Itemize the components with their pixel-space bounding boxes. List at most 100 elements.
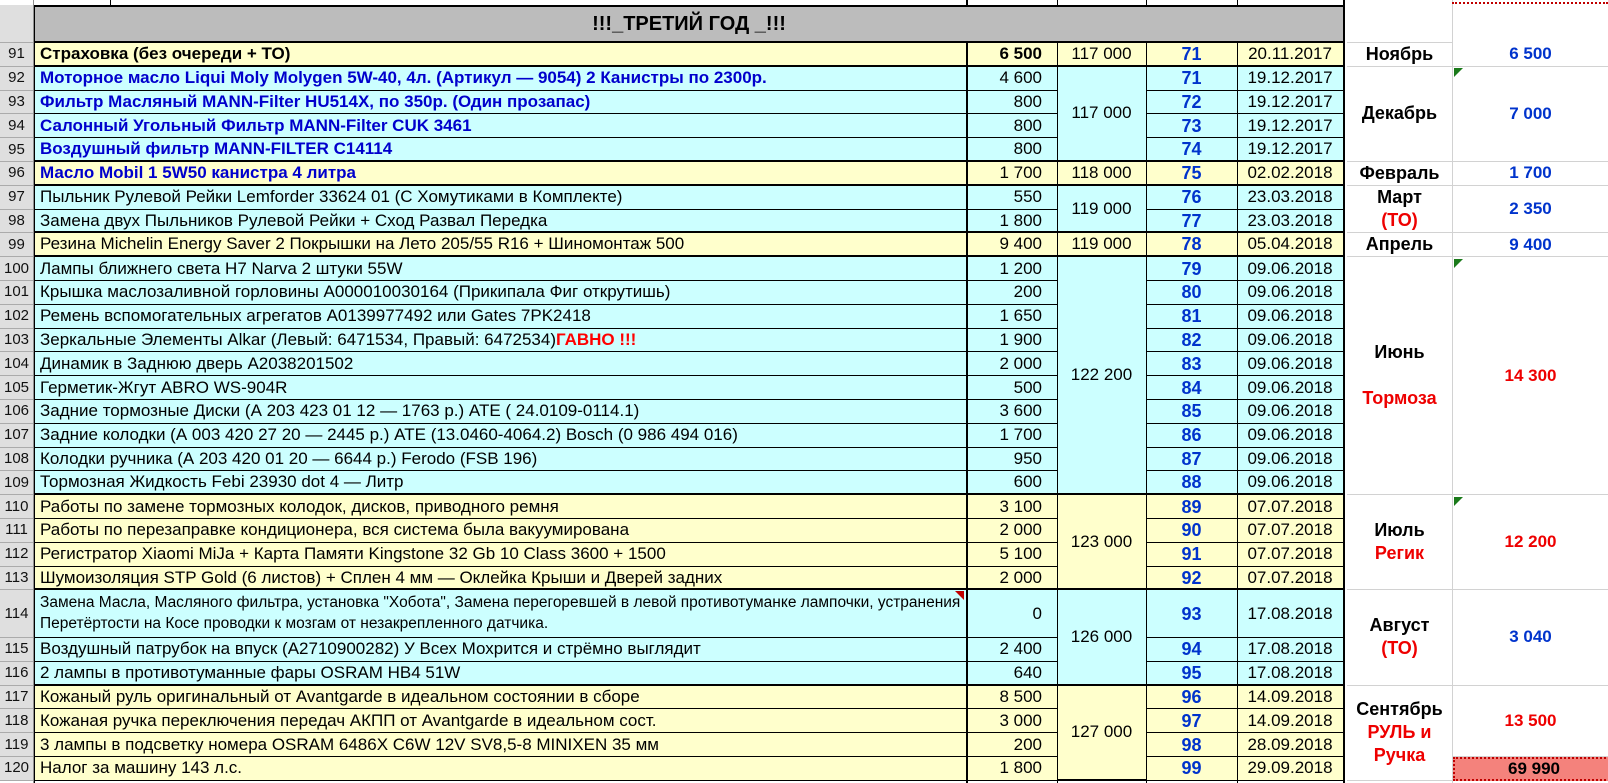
cell-desc-98[interactable]: Замена двух Пыльников Рулевой Рейки + Сх… bbox=[35, 209, 966, 234]
cell-date-112[interactable]: 07.07.2018 bbox=[1237, 542, 1343, 567]
cell-total-group-6[interactable]: 14 300 bbox=[1453, 257, 1608, 496]
row-header-106[interactable]: 106 bbox=[0, 400, 33, 424]
cell-date-97[interactable]: 23.03.2018 bbox=[1237, 185, 1343, 210]
cell-cost-105[interactable]: 500 bbox=[966, 376, 1057, 400]
row-header-116[interactable]: 116 bbox=[0, 661, 33, 686]
cell-cost-108[interactable]: 950 bbox=[966, 447, 1057, 472]
cell-counter-113[interactable]: 92 bbox=[1146, 566, 1237, 591]
cell-cost-98[interactable]: 1 800 bbox=[966, 209, 1057, 234]
cell-date-118[interactable]: 14.09.2018 bbox=[1237, 709, 1343, 734]
cell-desc-92[interactable]: Моторное масло Liqui Moly Molygen 5W-40,… bbox=[35, 66, 966, 91]
cell-cost-97[interactable]: 550 bbox=[966, 185, 1057, 210]
cell-total-group-9[interactable]: 13 500 bbox=[1453, 686, 1608, 757]
cell-counter-114[interactable]: 93 bbox=[1146, 590, 1237, 638]
cell-counter-110[interactable]: 89 bbox=[1146, 495, 1237, 519]
cell-total-group-2[interactable]: 7 000 bbox=[1453, 67, 1608, 162]
cell-counter-119[interactable]: 98 bbox=[1146, 733, 1237, 757]
cell-desc-93[interactable]: Фильтр Масляный MANN-Filter HU514X, по 3… bbox=[35, 90, 966, 115]
cell-month-group-5[interactable]: Апрель bbox=[1347, 233, 1452, 258]
cell-date-106[interactable]: 09.06.2018 bbox=[1237, 400, 1343, 424]
cell-cost-92[interactable]: 4 600 bbox=[966, 66, 1057, 91]
row-header-111[interactable]: 111 bbox=[0, 519, 33, 543]
cell-date-107[interactable]: 09.06.2018 bbox=[1237, 423, 1343, 448]
cell-odometer-92-95[interactable]: 117 000 bbox=[1057, 66, 1146, 162]
cell-cost-116[interactable]: 640 bbox=[966, 661, 1057, 686]
cell-desc-107[interactable]: Задние колодки (А 003 420 27 20 — 2445 р… bbox=[35, 423, 966, 448]
row-header-104[interactable]: 104 bbox=[0, 352, 33, 377]
row-header-117[interactable]: 117 bbox=[0, 685, 33, 710]
cell-counter-92[interactable]: 71 bbox=[1146, 66, 1237, 91]
cell-cost-99[interactable]: 9 400 bbox=[966, 233, 1057, 258]
cell-cost-95[interactable]: 800 bbox=[966, 138, 1057, 162]
cell-desc-119[interactable]: 3 лампы в подсветку номера OSRAM 6486X C… bbox=[35, 733, 966, 757]
cell-counter-104[interactable]: 83 bbox=[1146, 352, 1237, 377]
cell-cost-93[interactable]: 800 bbox=[966, 90, 1057, 115]
cell-month-group-1[interactable]: Ноябрь bbox=[1347, 43, 1452, 67]
cell-month-group-8[interactable]: Август (ТО) bbox=[1347, 590, 1452, 686]
cell-desc-103[interactable]: Зеркальные Элементы Alkar (Левый: 647153… bbox=[35, 328, 966, 353]
cell-counter-108[interactable]: 87 bbox=[1146, 447, 1237, 472]
cell-date-115[interactable]: 17.08.2018 bbox=[1237, 638, 1343, 662]
cell-cost-119[interactable]: 200 bbox=[966, 733, 1057, 757]
row-header-120[interactable]: 120 bbox=[0, 757, 33, 781]
row-header-109[interactable]: 109 bbox=[0, 471, 33, 496]
row-header-108[interactable]: 108 bbox=[0, 447, 33, 472]
cell-date-116[interactable]: 17.08.2018 bbox=[1237, 661, 1343, 686]
row-header-95[interactable]: 95 bbox=[0, 138, 33, 162]
row-header-112[interactable]: 112 bbox=[0, 542, 33, 567]
cell-cost-120[interactable]: 1 800 bbox=[966, 757, 1057, 781]
cell-odometer-110-113[interactable]: 123 000 bbox=[1057, 495, 1146, 591]
cell-counter-107[interactable]: 86 bbox=[1146, 423, 1237, 448]
cell-cost-111[interactable]: 2 000 bbox=[966, 519, 1057, 543]
row-header-118[interactable]: 118 bbox=[0, 709, 33, 734]
cell-odometer-117-120[interactable]: 127 000 bbox=[1057, 685, 1146, 781]
row-header-91[interactable]: 91 bbox=[0, 43, 33, 67]
cell-counter-91[interactable]: 71 bbox=[1146, 43, 1237, 67]
cell-counter-100[interactable]: 79 bbox=[1146, 257, 1237, 281]
row-header-96[interactable]: 96 bbox=[0, 162, 33, 186]
cell-date-109[interactable]: 09.06.2018 bbox=[1237, 471, 1343, 496]
cell-cost-109[interactable]: 600 bbox=[966, 471, 1057, 496]
cell-desc-101[interactable]: Крышка маслозаливной горловины А00001003… bbox=[35, 281, 966, 305]
cell-date-111[interactable]: 07.07.2018 bbox=[1237, 519, 1343, 543]
cell-counter-116[interactable]: 95 bbox=[1146, 661, 1237, 686]
cell-odometer-91-91[interactable]: 117 000 bbox=[1057, 43, 1146, 67]
cell-desc-113[interactable]: Шумоизоляция STP Gold (6 листов) + Сплен… bbox=[35, 566, 966, 591]
cell-date-117[interactable]: 14.09.2018 bbox=[1237, 685, 1343, 710]
cell-cost-107[interactable]: 1 700 bbox=[966, 423, 1057, 448]
cell-date-95[interactable]: 19.12.2017 bbox=[1237, 138, 1343, 162]
row-header-107[interactable]: 107 bbox=[0, 423, 33, 448]
cell-total-group-3[interactable]: 1 700 bbox=[1453, 162, 1608, 186]
cell-counter-97[interactable]: 76 bbox=[1146, 185, 1237, 210]
cell-desc-120[interactable]: Налог за машину 143 л.с. bbox=[35, 757, 966, 781]
cell-desc-109[interactable]: Тормозная Жидкость Febi 23930 dot 4 — Ли… bbox=[35, 471, 966, 496]
cell-counter-102[interactable]: 81 bbox=[1146, 304, 1237, 329]
cell-desc-94[interactable]: Салонный Угольный Фильтр MANN-Filter CUK… bbox=[35, 114, 966, 139]
cell-total-group-4[interactable]: 2 350 bbox=[1453, 186, 1608, 234]
cell-desc-118[interactable]: Кожаная ручка переключения передач АКПП … bbox=[35, 709, 966, 734]
cell-date-102[interactable]: 09.06.2018 bbox=[1237, 304, 1343, 329]
cell-date-108[interactable]: 09.06.2018 bbox=[1237, 447, 1343, 472]
cell-counter-98[interactable]: 77 bbox=[1146, 209, 1237, 234]
cell-date-100[interactable]: 09.06.2018 bbox=[1237, 257, 1343, 281]
row-header-119[interactable]: 119 bbox=[0, 733, 33, 757]
cell-date-120[interactable]: 29.09.2018 bbox=[1237, 757, 1343, 781]
row-header-99[interactable]: 99 bbox=[0, 233, 33, 258]
cell-odometer-97-98[interactable]: 119 000 bbox=[1057, 185, 1146, 234]
cell-date-114[interactable]: 17.08.2018 bbox=[1237, 590, 1343, 638]
cell-desc-104[interactable]: Динамик в Заднюю дверь А2038201502 bbox=[35, 352, 966, 377]
cell-cost-102[interactable]: 1 650 bbox=[966, 304, 1057, 329]
cell-counter-103[interactable]: 82 bbox=[1146, 328, 1237, 353]
row-header-97[interactable]: 97 bbox=[0, 185, 33, 210]
cell-desc-95[interactable]: Воздушный фильтр MANN-FILTER C14114 bbox=[35, 138, 966, 162]
row-header-98[interactable]: 98 bbox=[0, 209, 33, 234]
row-header-90[interactable] bbox=[0, 5, 33, 43]
cell-date-103[interactable]: 09.06.2018 bbox=[1237, 328, 1343, 353]
cell-desc-96[interactable]: Масло Mobil 1 5W50 канистра 4 литра bbox=[35, 162, 966, 186]
cell-counter-96[interactable]: 75 bbox=[1146, 162, 1237, 186]
cell-date-110[interactable]: 07.07.2018 bbox=[1237, 495, 1343, 519]
cell-odometer-99-99[interactable]: 119 000 bbox=[1057, 233, 1146, 258]
cell-desc-114[interactable]: Замена Масла, Масляного фильтра, установ… bbox=[35, 590, 966, 638]
cell-desc-102[interactable]: Ремень вспомогательных агрегатов А013997… bbox=[35, 304, 966, 329]
cell-counter-94[interactable]: 73 bbox=[1146, 114, 1237, 139]
